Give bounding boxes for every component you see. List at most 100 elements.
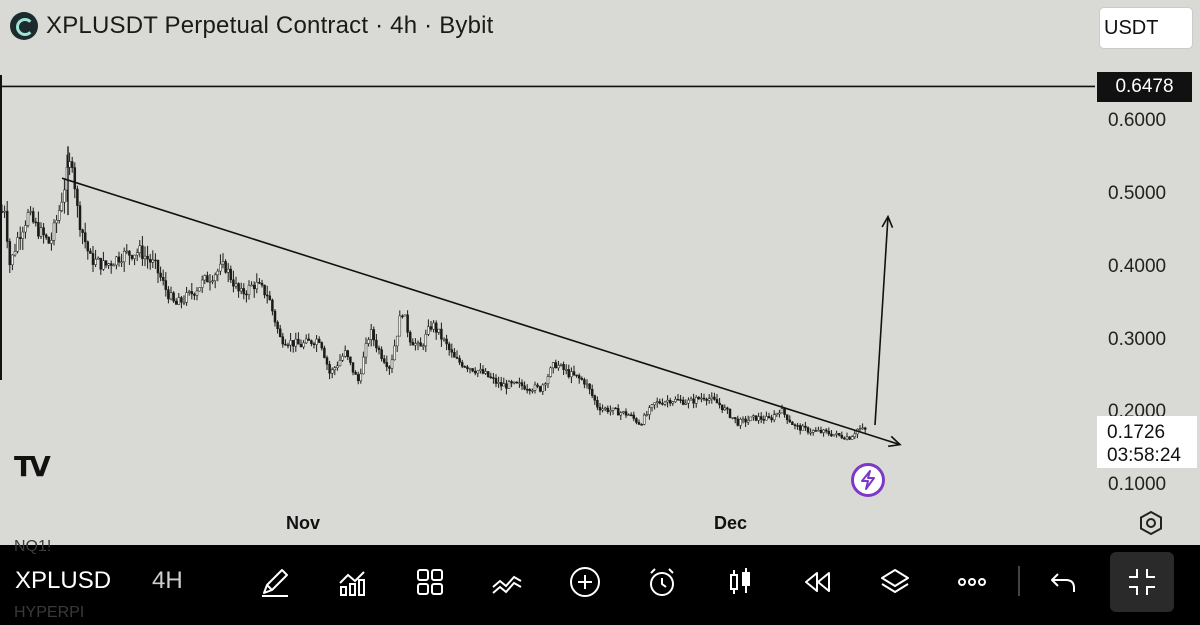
candle-down xyxy=(128,250,131,256)
candle-down xyxy=(172,292,175,302)
candle-down xyxy=(312,343,316,346)
chart-area[interactable]: XPLUSDT Perpetual Contract · 4h · Bybit … xyxy=(0,0,1200,545)
candle-up xyxy=(653,402,656,405)
candle-up xyxy=(13,251,17,256)
currency-selector[interactable]: USDT xyxy=(1100,8,1192,48)
candle-up xyxy=(96,257,100,260)
candle-down xyxy=(349,356,352,363)
candle-up xyxy=(133,254,136,259)
candle-down xyxy=(167,289,170,300)
candle-down xyxy=(91,253,95,265)
candle-down xyxy=(317,338,321,343)
candle-down xyxy=(89,250,92,254)
candle-down xyxy=(791,421,794,425)
candle-up xyxy=(151,259,155,263)
candle-up xyxy=(557,365,560,369)
candle-down xyxy=(385,362,389,368)
candle-down xyxy=(388,366,391,369)
candle-up xyxy=(845,436,849,440)
candle-up xyxy=(780,408,784,414)
candle-up xyxy=(427,326,430,335)
lightning-icon[interactable] xyxy=(851,463,885,497)
candle-down xyxy=(767,416,771,418)
candle-up xyxy=(507,381,511,389)
candle-up xyxy=(94,258,97,265)
candle-down xyxy=(455,357,459,359)
price-axis-label: 0.5000 xyxy=(1108,183,1167,204)
fullscreen-icon[interactable] xyxy=(1110,552,1174,612)
candle-down xyxy=(159,272,162,278)
candle-down xyxy=(401,315,404,318)
draw-icon[interactable] xyxy=(255,562,295,602)
candle-up xyxy=(122,251,126,263)
symbol-selector[interactable]: XPLUSD xyxy=(15,567,112,594)
candle-up xyxy=(424,334,428,347)
layouts-icon[interactable] xyxy=(410,562,450,602)
chart-title: XPLUSDT Perpetual Contract · 4h · Bybit xyxy=(46,12,494,39)
ghost-symbol-above: NQ1! xyxy=(14,538,52,555)
add-icon[interactable] xyxy=(565,562,605,602)
candle-down xyxy=(411,341,415,346)
candle-down xyxy=(759,416,763,420)
candle-up xyxy=(432,322,435,330)
candle-down xyxy=(356,374,360,382)
candle-up xyxy=(294,338,298,347)
candle-up xyxy=(611,407,615,411)
candle-down xyxy=(668,399,672,404)
candle-down xyxy=(224,261,227,273)
candle-down xyxy=(494,377,498,384)
time-axis-label: Dec xyxy=(714,513,748,533)
candle-down xyxy=(291,340,295,347)
candle-up xyxy=(710,396,714,399)
candle-up xyxy=(341,355,344,361)
candle-up xyxy=(570,371,573,378)
compare-icon[interactable] xyxy=(487,562,527,602)
candle-down xyxy=(733,417,737,420)
indicators-icon[interactable] xyxy=(332,562,372,602)
interval-selector[interactable]: 4H xyxy=(152,567,183,594)
more-icon[interactable] xyxy=(952,562,992,602)
candle-down xyxy=(830,433,833,437)
candles-icon[interactable] xyxy=(720,562,760,602)
candle-down xyxy=(705,398,708,401)
candle-up xyxy=(185,292,188,303)
price-axis-label: 0.1000 xyxy=(1108,474,1167,495)
candle-down xyxy=(154,259,157,262)
candle-up xyxy=(216,270,220,276)
candle-down xyxy=(164,280,168,290)
candle-down xyxy=(728,409,732,418)
candle-up xyxy=(619,412,623,416)
candle-down xyxy=(148,258,152,263)
price-chart[interactable] xyxy=(0,0,1095,545)
candle-up xyxy=(674,398,677,403)
candle-up xyxy=(364,343,368,358)
candle-up xyxy=(468,368,472,370)
settings-icon[interactable] xyxy=(1138,510,1164,536)
candle-up xyxy=(476,370,480,374)
candle-up xyxy=(648,407,651,415)
candle-down xyxy=(141,245,144,260)
candle-down xyxy=(528,389,532,392)
candle-up xyxy=(663,401,667,405)
candle-up xyxy=(143,255,147,260)
candle-down xyxy=(323,347,326,358)
candle-up xyxy=(169,292,173,300)
candle-up xyxy=(746,420,750,423)
undo-icon[interactable] xyxy=(1043,562,1083,602)
layers-icon[interactable] xyxy=(875,562,915,602)
candle-up xyxy=(518,382,521,384)
replay-icon[interactable] xyxy=(797,562,837,602)
live-price-tag: 0.1726 03:58:24 xyxy=(1097,416,1197,468)
candle-down xyxy=(130,255,134,259)
candle-up xyxy=(835,433,838,435)
candle-down xyxy=(819,429,823,433)
candle-down xyxy=(47,237,51,244)
candle-down xyxy=(567,369,571,378)
candle-down xyxy=(76,188,79,206)
tradingview-logo-icon: TV xyxy=(14,450,51,483)
candle-down xyxy=(840,435,844,439)
candle-up xyxy=(853,433,857,437)
alert-icon[interactable] xyxy=(642,562,682,602)
candle-up xyxy=(832,434,836,437)
candle-down xyxy=(354,372,357,375)
